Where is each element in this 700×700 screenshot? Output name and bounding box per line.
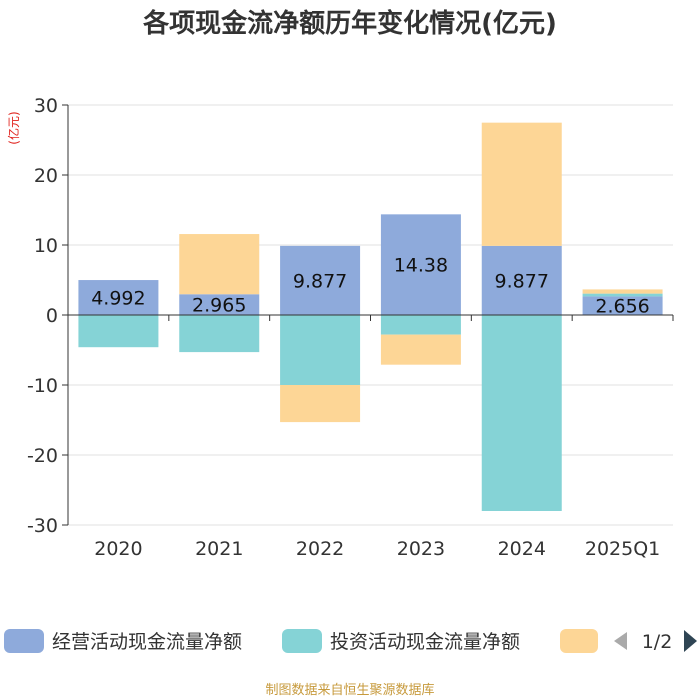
data-source-note: 制图数据来自恒生聚源数据库 — [265, 682, 434, 698]
bar-2024-series-2[interactable] — [481, 122, 562, 246]
legend-swatch-financing[interactable] — [560, 629, 598, 653]
y-tick-label: 20 — [34, 165, 58, 187]
bar-2022-series-2[interactable] — [280, 385, 361, 423]
y-axis-unit: (亿元) — [6, 111, 21, 144]
bar-2020-series-0[interactable] — [78, 280, 159, 315]
x-tick-label: 2025Q1 — [585, 538, 660, 560]
gridlines — [68, 104, 673, 526]
legend-next-page-icon[interactable] — [684, 630, 697, 652]
bar-2023-series-2[interactable] — [380, 334, 461, 365]
legend-label-investing[interactable]: 投资活动现金流量净额 — [330, 631, 520, 653]
legend-page-indicator: 1/2 — [642, 631, 673, 653]
tick-labels: 30 20 10 0 -10 -20 -30 2020 2021 2022 2023 2024 2025… — [27, 95, 660, 560]
y-tick-label: 30 — [34, 95, 58, 117]
x-tick-label: 2022 — [296, 538, 344, 560]
x-tick-label: 2024 — [498, 538, 546, 560]
data-label: 2.965 — [192, 295, 246, 317]
legend-label-operating[interactable]: 经营活动现金流量净额 — [52, 631, 242, 653]
data-label: 9.877 — [495, 270, 549, 292]
data-label: 14.38 — [394, 255, 448, 277]
x-tick-label: 2020 — [94, 538, 142, 560]
bar-2024-series-0[interactable] — [481, 245, 562, 315]
bar-2025Q1-series-2[interactable] — [582, 289, 663, 294]
bar-2020-series-1[interactable] — [78, 315, 159, 348]
y-tick-label: 0 — [46, 305, 58, 327]
legend-prev-page-icon[interactable] — [614, 632, 627, 650]
data-label: 2.656 — [595, 296, 649, 318]
bar-2025Q1-series-0[interactable] — [582, 296, 663, 315]
x-tick-label: 2023 — [397, 538, 445, 560]
bar-2022-series-1[interactable] — [280, 315, 361, 385]
data-label: 9.877 — [293, 270, 347, 292]
bar-2024-series-1[interactable] — [481, 315, 562, 511]
bars — [78, 122, 663, 511]
x-tick-label: 2021 — [195, 538, 243, 560]
bar-2021-series-2[interactable] — [179, 234, 260, 295]
bar-2022-series-0[interactable] — [280, 245, 361, 315]
bar-2021-series-1[interactable] — [179, 315, 260, 353]
bar-2021-series-0[interactable] — [179, 294, 260, 315]
legend-swatch-investing[interactable] — [282, 629, 322, 653]
legend-swatch-operating[interactable] — [4, 629, 44, 653]
y-tick-label: -10 — [27, 375, 58, 397]
y-tick-label: 10 — [34, 235, 58, 257]
data-labels: 4.992 2.965 9.877 14.38 9.877 2.656 — [91, 255, 650, 318]
axes — [62, 104, 674, 526]
bar-2025Q1-series-1[interactable] — [582, 293, 663, 297]
bar-2023-series-1[interactable] — [380, 315, 461, 335]
y-tick-label: -30 — [27, 515, 58, 537]
chart-title: 各项现金流净额历年变化情况(亿元) — [142, 8, 557, 39]
data-label: 4.992 — [91, 288, 145, 310]
bar-2023-series-0[interactable] — [380, 214, 461, 315]
legend: 经营活动现金流量净额 投资活动现金流量净额 1/2 — [4, 629, 697, 653]
y-tick-label: -20 — [27, 445, 58, 467]
